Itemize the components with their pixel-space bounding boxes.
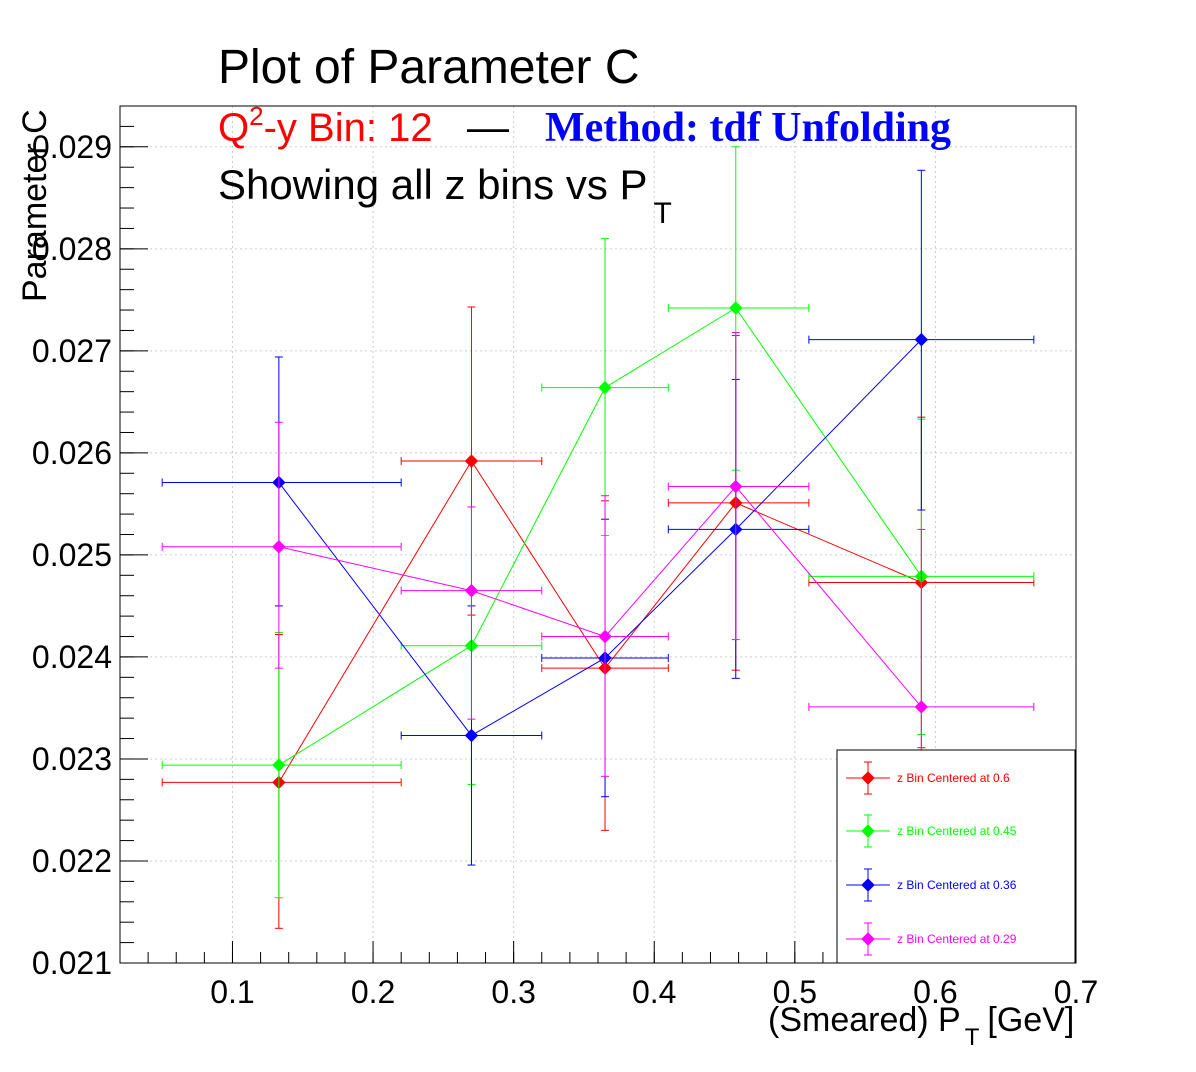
legend-marker (861, 878, 875, 892)
y-tick-label: 0.028 (32, 231, 112, 267)
legend-box (836, 749, 1076, 964)
axes: 0.1 0.2 0.3 0.4 0.5 0.6 0.7 0.021 0.022 0.023 0.02… (32, 105, 1098, 1010)
method-label: Method: tdf Unfolding (545, 105, 951, 151)
legend-marker (861, 771, 875, 785)
y-tick-label: 0.023 (32, 741, 112, 777)
legend-entry: z Bin Centered at 0.29 (846, 922, 1017, 956)
legend-entry: z Bin Centered at 0.36 (846, 868, 1017, 902)
y-tick-label: 0.025 (32, 537, 112, 573)
legend-marker (861, 824, 875, 838)
bin-superscript: 2 (249, 101, 263, 131)
series-line (278, 485, 922, 708)
data-point (464, 728, 479, 743)
x-tick-label: 0.5 (773, 974, 817, 1010)
showing-label: Showing all z bins vs P (218, 161, 648, 208)
data-point (272, 540, 286, 554)
data-point (598, 629, 612, 644)
legend-entry: z Bin Centered at 0.6 (846, 761, 1010, 795)
x-axis-title-sub: T (965, 1024, 980, 1051)
data-point (598, 380, 612, 395)
x-tick-label: 0.3 (491, 974, 535, 1010)
data-point (272, 758, 286, 772)
data-point (464, 583, 479, 598)
legend-label: z Bin Centered at 0.29 (897, 932, 1017, 946)
x-tick-label: 0.4 (632, 974, 676, 1010)
data-point (729, 301, 743, 315)
bin-subtitle: Q2-y Bin: 12 (218, 101, 433, 150)
y-tick-label: 0.027 (32, 333, 112, 369)
y-tick-label: 0.021 (32, 945, 112, 981)
y-tick-label: 0.026 (32, 435, 112, 471)
chart-title: Plot of Parameter C (218, 41, 640, 94)
series-line (278, 339, 922, 737)
x-tick-label: 0.1 (210, 974, 254, 1010)
legend-label: z Bin Centered at 0.45 (897, 824, 1017, 838)
series-line (278, 307, 922, 766)
bin-label: -y Bin: 12 (264, 106, 433, 150)
legend: z Bin Centered at 0.6 z Bin Centered at 0… (836, 749, 1076, 964)
legend-label: z Bin Centered at 0.6 (897, 771, 1010, 785)
legend-label: z Bin Centered at 0.36 (897, 878, 1017, 892)
x-tick-label: 0.6 (913, 974, 957, 1010)
x-tick-label: 0.2 (351, 974, 395, 1010)
data-point (914, 700, 929, 714)
x-axis-title-main: (Smeared) P (768, 1001, 961, 1039)
y-axis-title: Parameter C (16, 109, 54, 302)
bin-prefix: Q (218, 106, 249, 150)
legend-marker (861, 932, 875, 946)
x-tick-label: 0.7 (1054, 974, 1098, 1010)
y-tick-label: 0.029 (32, 129, 112, 165)
legend-entry: z Bin Centered at 0.45 (846, 814, 1017, 848)
y-tick-label: 0.024 (32, 639, 112, 675)
data-point (914, 332, 929, 347)
data-point (729, 479, 743, 494)
x-axis-title: (Smeared) P T [GeV] (768, 1001, 1074, 1051)
title-dash: — (467, 103, 509, 150)
showing-subtitle: Showing all z bins vs PT (218, 161, 672, 230)
showing-subscript: T (654, 197, 672, 230)
x-axis-title-unit: [GeV] (987, 1001, 1074, 1039)
y-tick-label: 0.022 (32, 843, 112, 879)
data-point (464, 454, 479, 468)
series-line (278, 460, 922, 783)
